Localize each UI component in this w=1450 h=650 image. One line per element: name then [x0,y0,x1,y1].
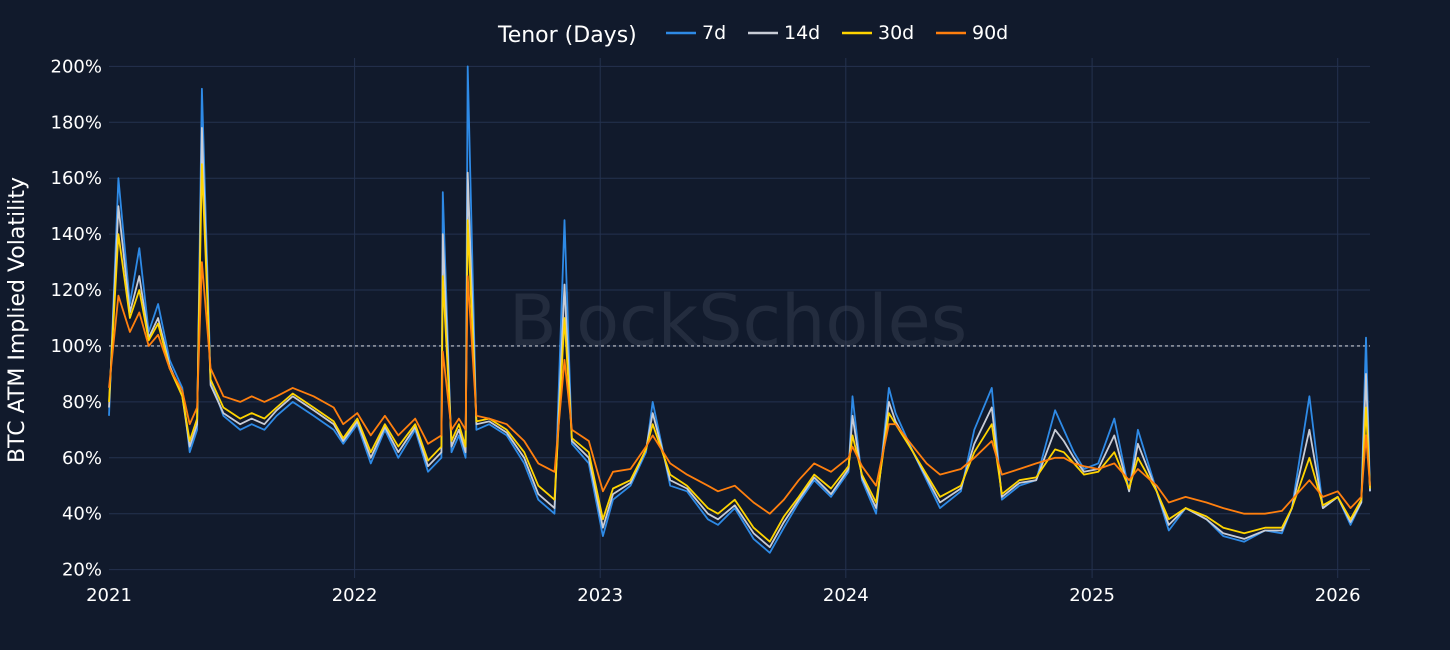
y-tick-label: 180% [51,112,102,133]
y-tick-label: 60% [62,448,102,469]
series-line-90d [108,261,1371,515]
y-axis-label: BTC ATM Implied Volatility [5,177,30,463]
y-tick-label: 120% [51,280,102,301]
legend-item-30d[interactable]: 30d [842,22,914,44]
y-tick-label: 40% [62,504,102,525]
gridlines [109,58,1370,578]
x-tick-label: 2024 [823,585,869,606]
x-tick-label: 2025 [1069,585,1115,606]
legend-item-14d[interactable]: 14d [748,22,820,44]
series-line-30d [108,163,1371,543]
legend-item-7d[interactable]: 7d [666,22,726,44]
series-line-7d [108,65,1371,554]
y-tick-label: 160% [51,168,102,189]
y-tick-label: 20% [62,560,102,581]
x-axis-ticks: 2021 2022 2023 2024 2025 2026 [86,585,1361,606]
x-tick-label: 2021 [86,585,132,606]
x-tick-label: 2022 [332,585,378,606]
y-tick-label: 100% [51,336,102,357]
x-tick-label: 2026 [1315,585,1361,606]
series-layer [108,65,1371,554]
legend-label: 7d [702,22,726,44]
legend-label: 90d [972,22,1008,44]
legend-title: Tenor (Days) [497,23,637,48]
y-axis-ticks: 20% 40% 60% 80% 100% 120% 140% 160% 180% 200% [51,56,102,580]
series-line-14d [108,127,1371,549]
y-tick-label: 140% [51,224,102,245]
legend-label: 30d [878,22,914,44]
legend-label: 14d [784,22,820,44]
y-tick-label: 200% [51,56,102,77]
watermark-logo-text: BlockScholes [509,280,967,362]
y-tick-label: 80% [62,392,102,413]
legend-item-90d[interactable]: 90d [936,22,1008,44]
x-tick-label: 2023 [577,585,623,606]
legend: Tenor (Days) 7d 14d 30d 90d [497,22,1008,48]
